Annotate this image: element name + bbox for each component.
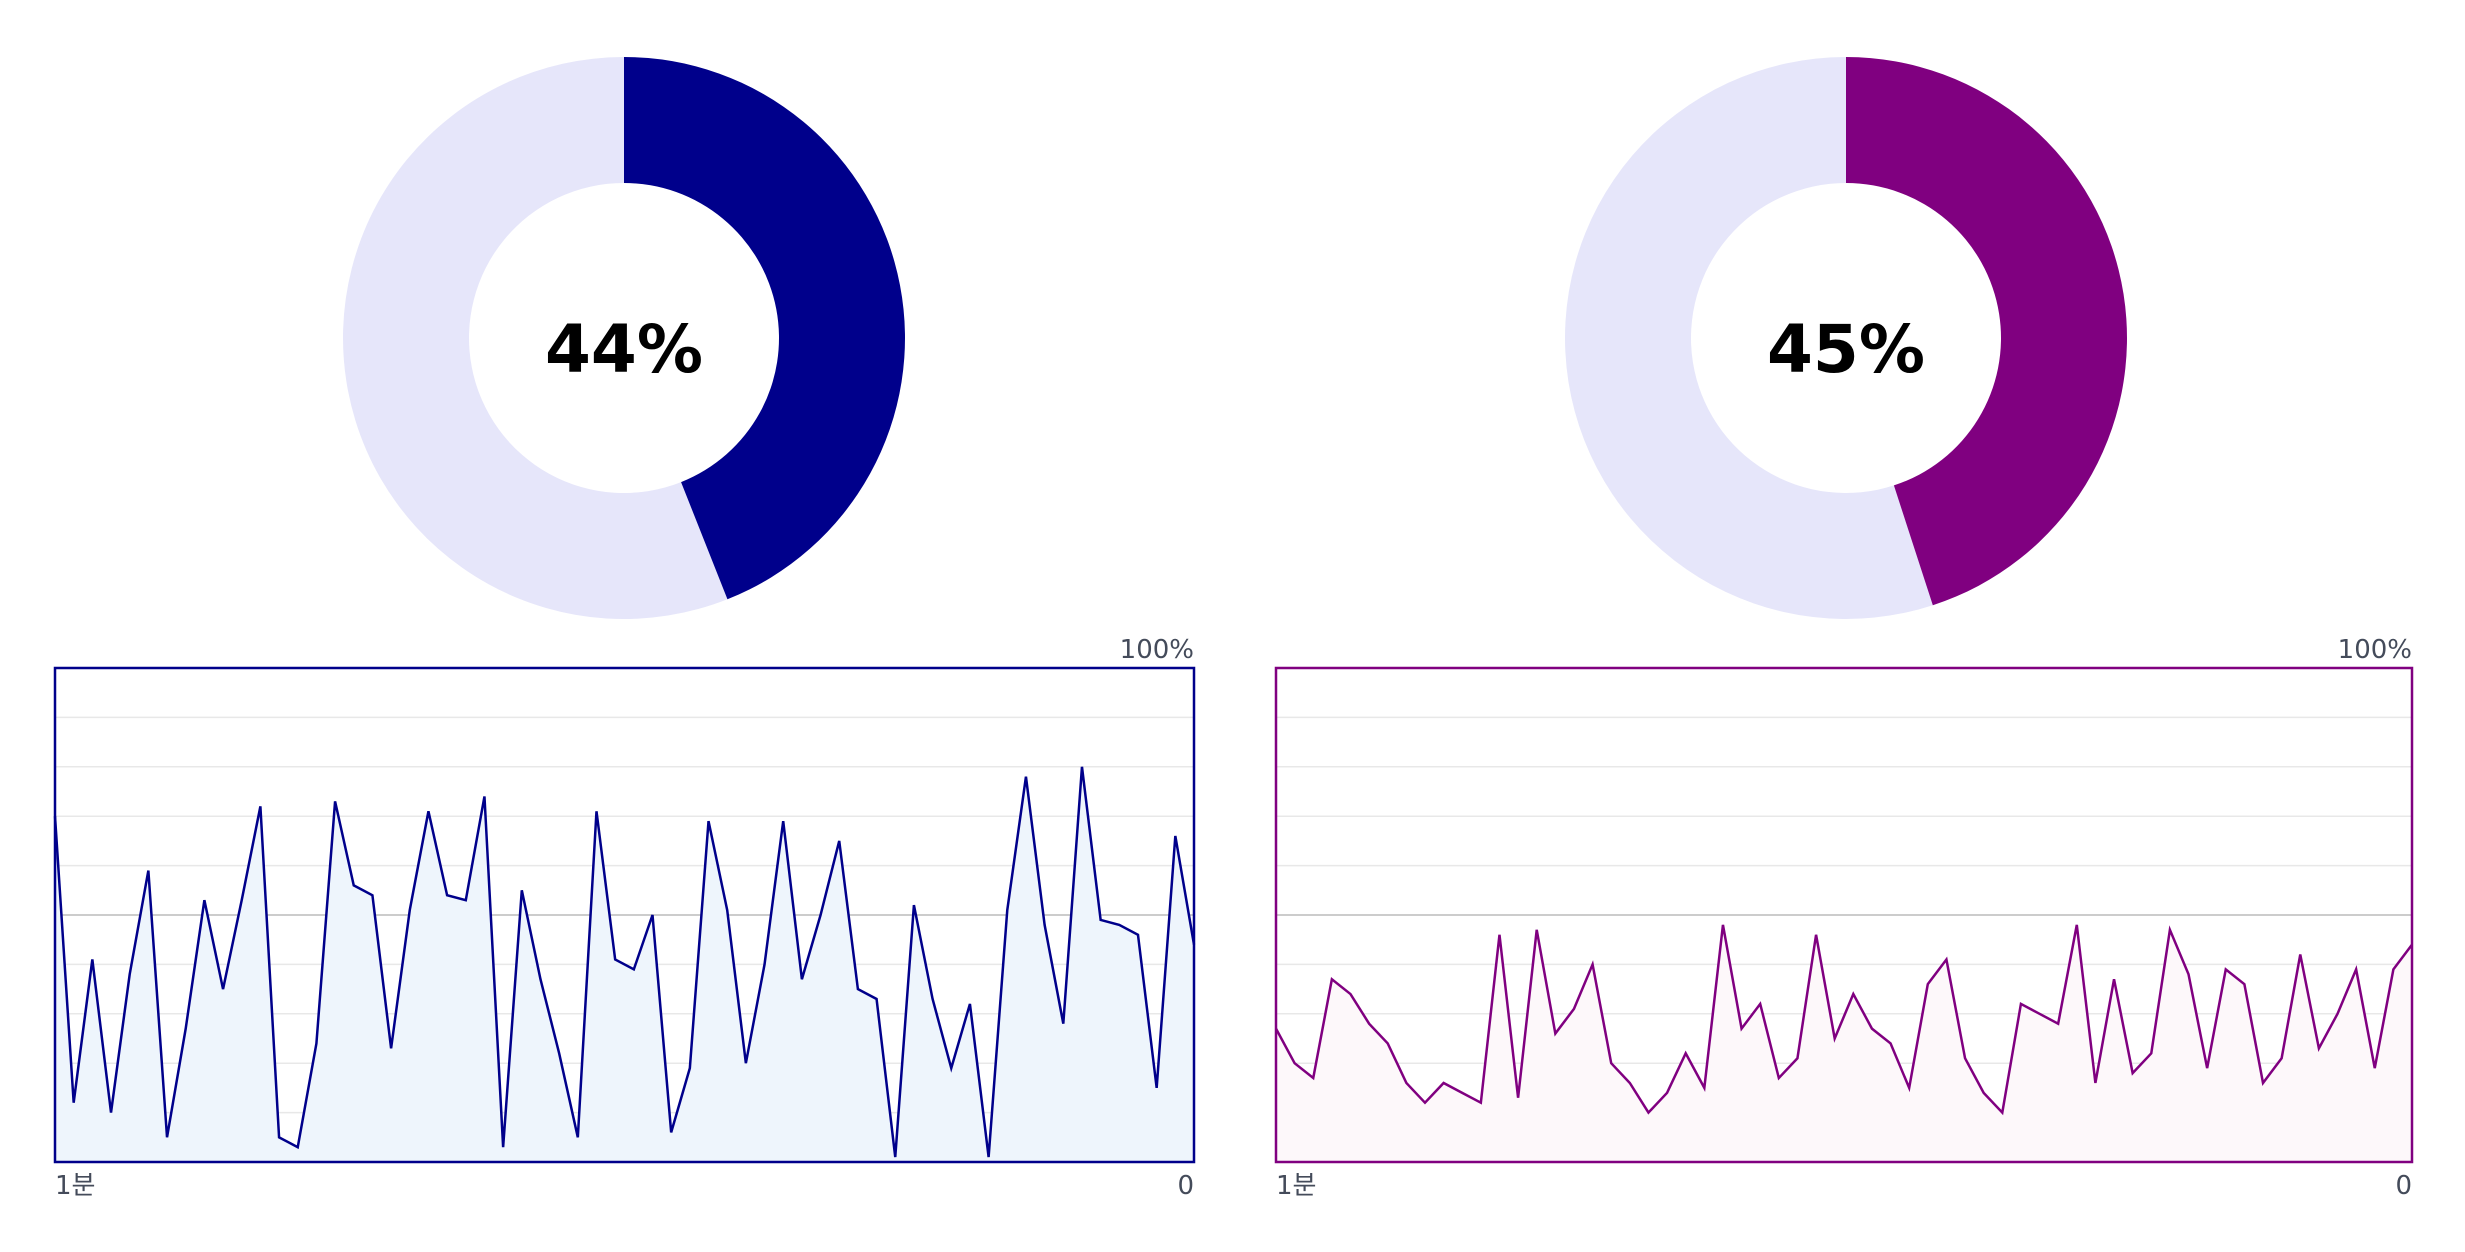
x-end-label-2: 0	[2395, 1171, 2412, 1201]
plot-border-2	[1274, 666, 2414, 1164]
series-area-2	[1276, 924, 2412, 1162]
cpu-panel-2: 45% 100% 1분 0	[1232, 0, 2464, 1252]
line-chart-2: 100% 1분 0	[1274, 635, 2414, 1201]
cpu-panel-1: 44% 100% 1분 0	[0, 0, 1232, 1252]
x-start-label-1: 1분	[55, 1171, 95, 1201]
x-start-label-2: 1분	[1276, 1171, 1316, 1201]
series-line-2	[1274, 924, 2413, 1116]
plot-border-1	[53, 666, 1196, 1164]
donut-filled-segment-1	[624, 57, 906, 600]
series-line-1	[53, 766, 1196, 1158]
x-end-label-1: 0	[1177, 1171, 1194, 1201]
donut-percent-label-2: 45%	[1767, 311, 1925, 388]
donut-percent-label-1: 44%	[545, 311, 703, 388]
y-max-label-2: 100%	[2338, 635, 2412, 665]
donut-track-1	[342, 57, 728, 619]
line-chart-1: 100% 1분 0	[53, 635, 1196, 1201]
donut-track-2	[1565, 57, 1933, 619]
donut-filled-segment-2	[1846, 57, 2127, 606]
donut-chart-2: 45%	[1565, 57, 2127, 619]
donut-chart-1: 44%	[342, 57, 906, 619]
y-max-label-1: 100%	[1120, 635, 1194, 665]
